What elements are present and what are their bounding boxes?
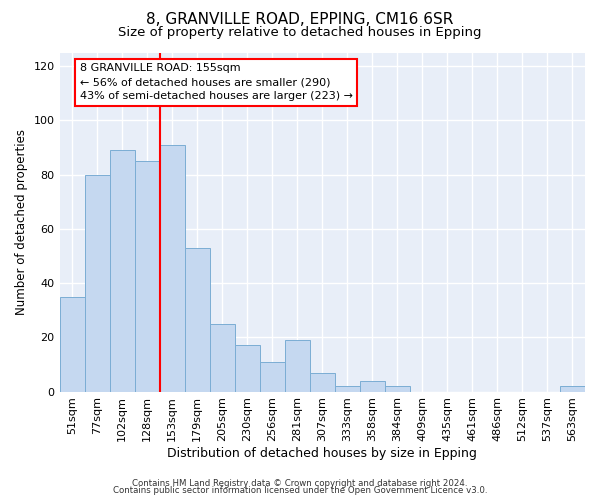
Bar <box>160 144 185 392</box>
Y-axis label: Number of detached properties: Number of detached properties <box>15 129 28 315</box>
Bar <box>385 386 410 392</box>
Bar <box>185 248 209 392</box>
Bar <box>209 324 235 392</box>
Bar <box>560 386 585 392</box>
Bar <box>360 380 385 392</box>
Text: 8, GRANVILLE ROAD, EPPING, CM16 6SR: 8, GRANVILLE ROAD, EPPING, CM16 6SR <box>146 12 454 28</box>
Bar <box>85 174 110 392</box>
Bar <box>110 150 134 392</box>
Text: Contains HM Land Registry data © Crown copyright and database right 2024.: Contains HM Land Registry data © Crown c… <box>132 478 468 488</box>
Bar <box>134 161 160 392</box>
Text: Size of property relative to detached houses in Epping: Size of property relative to detached ho… <box>118 26 482 39</box>
Bar <box>310 372 335 392</box>
X-axis label: Distribution of detached houses by size in Epping: Distribution of detached houses by size … <box>167 447 477 460</box>
Bar <box>285 340 310 392</box>
Bar <box>59 296 85 392</box>
Bar <box>335 386 360 392</box>
Bar <box>235 346 260 392</box>
Text: Contains public sector information licensed under the Open Government Licence v3: Contains public sector information licen… <box>113 486 487 495</box>
Text: 8 GRANVILLE ROAD: 155sqm
← 56% of detached houses are smaller (290)
43% of semi-: 8 GRANVILLE ROAD: 155sqm ← 56% of detach… <box>80 64 353 102</box>
Bar <box>260 362 285 392</box>
